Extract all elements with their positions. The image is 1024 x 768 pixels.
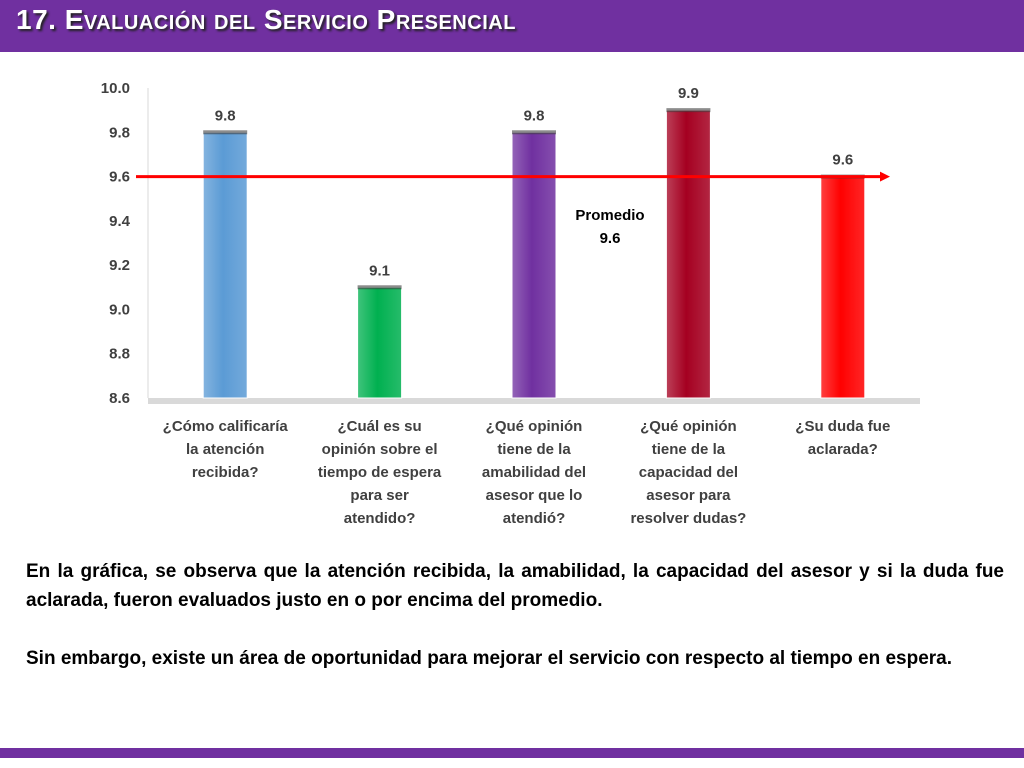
x-axis-labels: ¿Cómo calificaría la atención recibida? ¿Cu… <box>163 418 891 527</box>
x-category-label-line: capacidad del <box>639 464 738 481</box>
bar <box>511 131 557 399</box>
x-category-label-line: aclarada? <box>808 441 878 458</box>
chart-floor <box>148 398 920 404</box>
x-category-label-line: para ser <box>350 487 409 504</box>
bar-top-edge <box>203 130 248 135</box>
x-category-label: ¿Qué opinión tiene de la amabilidad del ase… <box>482 418 586 527</box>
x-category-label: ¿Qué opinión tiene de la capacidad del ases… <box>630 418 746 527</box>
x-category-label-line: opinión sobre el <box>322 441 438 458</box>
x-category-label-line: asesor que lo <box>486 487 583 504</box>
y-tick-label: 8.8 <box>109 346 130 363</box>
x-category-label-line: asesor para <box>646 487 731 504</box>
x-category-label: ¿Su duda fue aclarada? <box>795 418 890 458</box>
bar-top-edge <box>512 130 556 135</box>
x-category-label: ¿Cuál es su opinión sobre el tiempo de esp… <box>318 418 442 527</box>
x-category-label-line: la atención <box>186 441 264 458</box>
bar-top-edge <box>357 285 402 290</box>
average-label-line: Promedio <box>575 207 644 224</box>
average-label-line: 9.6 <box>600 230 621 247</box>
slide-title: 17. Evaluación del Servicio Presencial <box>16 4 516 35</box>
x-category-label-line: atendió? <box>503 510 566 527</box>
x-category-label-line: ¿Qué opinión <box>486 418 583 435</box>
average-line-group: Promedio 9.6 <box>136 171 890 247</box>
bars: 9.8 9.1 9.8 9.9 9.6 <box>202 85 866 399</box>
average-label: Promedio 9.6 <box>575 207 644 247</box>
x-category-label-line: ¿Cómo calificaría <box>163 418 289 435</box>
title-bar: 17. Evaluación del Servicio Presencial <box>0 0 1024 52</box>
bar-value-label: 9.8 <box>524 107 545 124</box>
bar-chart: 8.68.89.09.29.49.69.810.0 9.89.19.89.99.… <box>101 80 920 527</box>
y-axis: 8.6 8.8 9.0 9.2 9.4 9.6 9.8 10.0 <box>101 80 920 407</box>
bar <box>665 109 711 399</box>
x-category-label: ¿Cómo calificaría la atención recibida? <box>163 418 289 481</box>
x-category-label-line: amabilidad del <box>482 464 586 481</box>
x-category-label-line: tiene de la <box>652 441 726 458</box>
y-tick-label: 9.8 <box>109 124 130 141</box>
bar <box>820 176 866 399</box>
x-category-label-line: ¿Su duda fue <box>795 418 890 435</box>
x-category-label-line: tiempo de espera <box>318 464 442 481</box>
x-category-label-line: atendido? <box>344 510 416 527</box>
x-category-label-line: tiene de la <box>497 441 571 458</box>
bar <box>357 286 403 399</box>
y-tick-label: 9.0 <box>109 301 130 318</box>
y-tick-label: 8.6 <box>109 390 130 407</box>
conclusion-paragraph-2: Sin embargo, existe un área de oportunid… <box>26 648 953 669</box>
x-category-label-line: ¿Qué opinión <box>640 418 737 435</box>
bar-value-label: 9.1 <box>369 262 390 279</box>
bar-value-label: 9.9 <box>678 85 699 102</box>
y-tick-label: 9.2 <box>109 257 130 274</box>
y-tick-label: 9.4 <box>109 213 131 230</box>
x-category-label-line: recibida? <box>192 464 259 481</box>
x-category-label-line: ¿Cuál es su <box>337 418 421 435</box>
y-tick-label: 10.0 <box>101 80 130 97</box>
conclusion-paragraph-1: En la gráfica, se observa que la atenció… <box>26 561 1004 611</box>
y-tick-label: 9.6 <box>109 169 130 186</box>
x-category-label-line: resolver dudas? <box>630 510 746 527</box>
conclusions-text: En la gráfica, se observa que la atenció… <box>26 557 1004 673</box>
bar <box>202 131 248 399</box>
bar-value-label: 9.8 <box>215 107 236 124</box>
bar-value-label: 9.6 <box>832 152 853 169</box>
bottom-bar <box>0 748 1024 758</box>
bar-top-edge <box>666 108 711 113</box>
